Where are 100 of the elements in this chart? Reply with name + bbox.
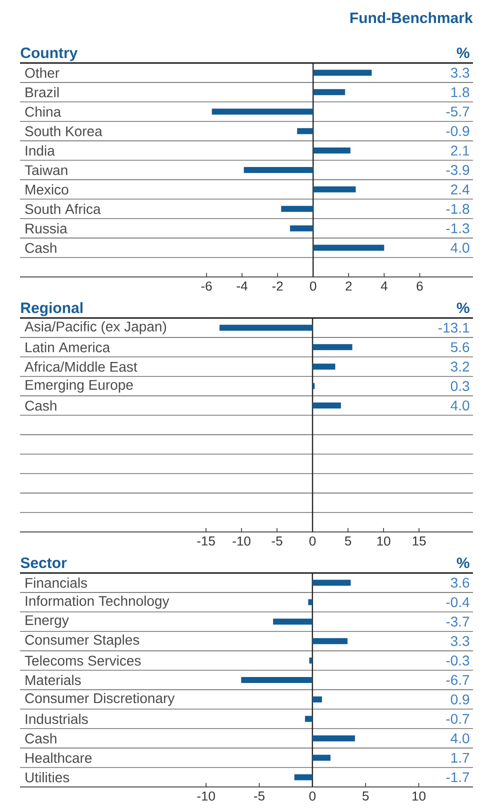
data-label: 1.7 [451,752,470,763]
y-tick-label: Russia [26,223,68,234]
y-tick-label: Consumer Staples [25,634,140,648]
data-label: -5.7 [446,106,470,117]
bar [312,696,322,702]
bar [313,148,350,154]
data-label: 3.2 [450,362,470,372]
y-tick-label: Industrials [26,714,88,724]
bar [312,735,355,742]
y-tick-label: Africa/Middle East [24,361,138,372]
text: Fund-Benchmark [350,12,473,24]
x-tick-label: -15 [197,536,215,546]
x-tick-label: 0 [309,791,316,801]
data-label: -0.3 [446,656,470,666]
bar [313,89,346,96]
data-label: 0.3 [450,381,470,392]
data-label: 5.6 [450,342,470,352]
data-label: 0.9 [450,694,470,704]
data-label: 2.4 [451,184,470,194]
x-axis-title: % [456,48,470,58]
data-label: -0.9 [446,126,470,136]
x-tick-label: -10 [197,791,215,801]
y-tick-label: Emerging Europe [26,380,133,393]
x-tick-label: 5 [362,791,369,801]
data-label: 3.3 [450,68,470,78]
x-tick-label: 10 [377,536,390,546]
y-tick-label: Energy [26,615,69,628]
x-tick-label: -2 [272,281,283,291]
x-tick-label: -4 [236,281,248,290]
data-label: -1.8 [446,204,470,214]
x-tick-label: 5 [344,536,352,546]
bar [312,364,336,370]
data-label: -3.9 [446,165,470,175]
y-tick-label: India [26,145,55,156]
data-label: -3.7 [446,616,470,627]
bar [273,618,312,625]
bar [309,658,312,664]
bar [304,716,312,722]
x-tick-label: 15 [412,536,426,546]
data-label: 4.0 [450,242,470,253]
data-label: -13.1 [438,322,470,333]
bar [220,324,313,331]
y-tick-label: Asia/Pacific (ex Japan) [24,321,166,334]
chart-title: Sector [20,558,67,568]
bar [312,580,351,586]
chart-title: Country [20,48,78,62]
bar [294,774,312,780]
chart-title: Regional [21,302,82,316]
bar [312,638,348,644]
y-tick-label: Taiwan [24,164,68,176]
data-label: -0.4 [446,597,470,608]
y-tick-label: Other [25,68,60,78]
x-axis-title: % [456,558,470,568]
bar [281,206,314,212]
y-tick-label: Mexico [26,184,68,195]
y-tick-label: South Africa [25,204,101,214]
bar [212,108,314,115]
data-label: 4.0 [450,400,470,410]
bar [290,225,314,232]
y-tick-label: Healthcare [26,752,92,763]
y-tick-label: Materials [26,674,81,686]
x-tick-label: -10 [232,536,250,546]
x-axis-title: % [456,302,470,314]
y-tick-label: China [25,106,62,117]
data-label: -0.7 [446,714,470,724]
x-tick-label: 0 [309,536,316,546]
bar [297,128,314,134]
bar [313,244,384,251]
x-tick-label: 10 [412,791,426,801]
bar [313,186,356,192]
y-tick-label: Cash [25,400,56,411]
x-tick-label: -5 [254,791,264,801]
y-tick-label: South Korea [25,126,102,136]
y-tick-label: Latin America [26,342,110,352]
y-tick-label: Cash [25,242,56,253]
y-tick-label: Brazil [26,87,59,98]
y-tick-label: Utilities [26,772,70,782]
y-tick-label: Information Technology [26,596,170,609]
x-tick-label: 2 [346,281,352,291]
data-label: 1.8 [451,87,470,98]
data-label: -6.7 [446,675,470,685]
bar [241,676,312,683]
data-label: 2.1 [451,146,470,156]
bar [312,754,330,761]
y-tick-label: Cash [25,733,56,744]
y-tick-label: Financials [26,578,88,588]
x-tick-label: 4 [380,281,388,290]
data-label: -1.3 [446,223,470,234]
data-label: -1.7 [446,772,470,782]
bar [308,599,312,606]
y-tick-label: Consumer Discretionary [25,692,175,706]
bar [244,166,314,173]
bar [313,70,372,76]
bar [312,402,341,409]
x-tick-label: 6 [416,281,423,291]
data-label: 3.3 [450,636,470,646]
data-label: 3.6 [450,578,470,588]
y-tick-label: Telecoms Services [24,655,141,666]
data-label: 4.0 [450,733,470,744]
bar [312,344,352,350]
